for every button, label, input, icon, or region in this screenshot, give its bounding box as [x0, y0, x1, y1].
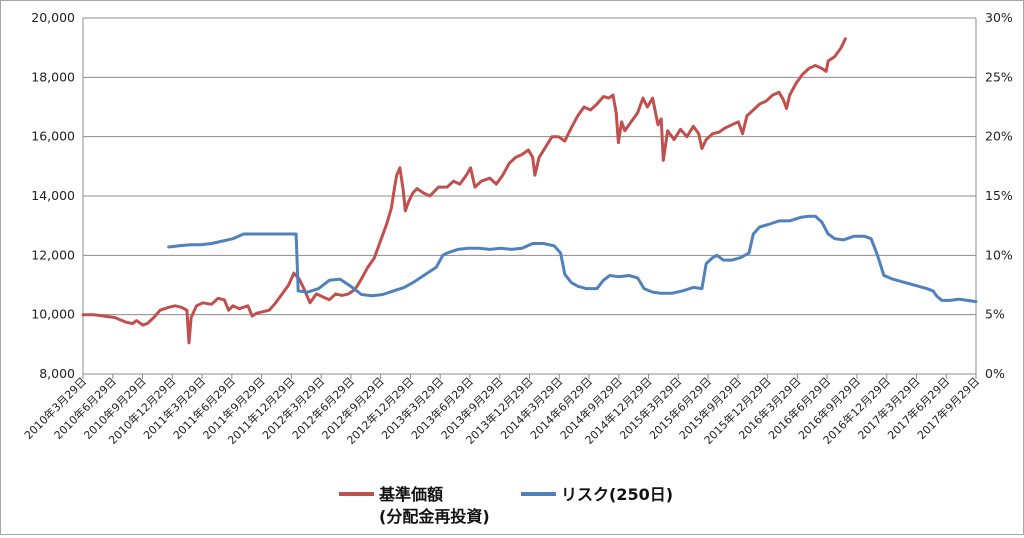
right-axis-tick-label: 5%	[985, 307, 1005, 322]
left-axis-ticks: 8,000 10,000 12,000 14,000 16,000 18,000 20,00…	[31, 10, 75, 381]
x-axis-ticks: 2010年3月29日2010年6月29日2010年9月29日2010年12月29…	[21, 374, 982, 447]
left-axis-tick-label: 12,000	[31, 247, 75, 262]
left-axis-tick-label: 8,000	[39, 366, 75, 381]
legend-label-risk: リスク(250日)	[561, 485, 673, 504]
series-line-risk	[167, 214, 978, 304]
right-axis-ticks: 0% 5% 10% 15% 20% 25% 30%	[985, 10, 1013, 381]
left-axis-tick-label: 14,000	[31, 188, 75, 203]
right-axis-tick-label: 0%	[985, 366, 1005, 381]
left-axis-tick-label: 16,000	[31, 129, 75, 144]
left-axis-tick-label: 20,000	[31, 10, 75, 25]
right-axis-tick-label: 30%	[985, 10, 1013, 25]
plot-lines	[81, 37, 978, 345]
right-axis-tick-label: 20%	[985, 129, 1013, 144]
right-axis-tick-label: 15%	[985, 188, 1013, 203]
left-axis-tick-label: 10,000	[31, 307, 75, 322]
series-line-nav	[81, 37, 847, 345]
legend-label-nav-line2: (分配金再投資)	[379, 507, 490, 526]
right-axis-tick-label: 10%	[985, 247, 1013, 262]
gridlines	[82, 17, 977, 375]
legend-label-nav-line1: 基準価額	[378, 485, 443, 504]
left-axis-tick-label: 18,000	[31, 69, 75, 84]
legend: 基準価額 (分配金再投資) リスク(250日)	[339, 485, 673, 526]
right-axis-tick-label: 25%	[985, 69, 1013, 84]
